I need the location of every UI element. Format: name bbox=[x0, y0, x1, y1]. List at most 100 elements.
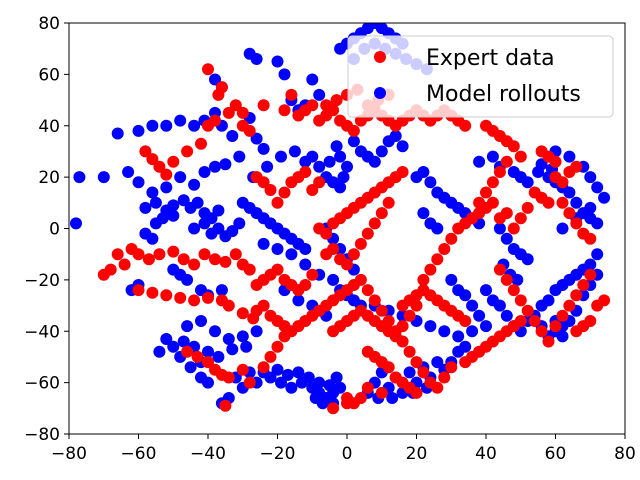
data-point bbox=[104, 263, 117, 276]
data-point bbox=[167, 199, 180, 212]
data-point bbox=[236, 363, 249, 376]
data-point bbox=[146, 186, 159, 199]
data-point bbox=[327, 402, 340, 415]
data-point bbox=[191, 196, 204, 209]
data-point bbox=[73, 171, 86, 184]
data-point bbox=[535, 325, 548, 338]
data-point bbox=[424, 263, 437, 276]
data-point bbox=[389, 330, 402, 343]
data-point bbox=[243, 376, 256, 389]
data-point bbox=[382, 196, 395, 209]
y-tick-label: 80 bbox=[38, 14, 60, 34]
data-point bbox=[195, 137, 207, 150]
data-point bbox=[149, 217, 162, 230]
data-point bbox=[330, 94, 343, 107]
data-point bbox=[191, 350, 204, 363]
data-point bbox=[375, 145, 388, 158]
data-point bbox=[521, 176, 534, 189]
data-point bbox=[591, 181, 604, 194]
data-point bbox=[480, 186, 492, 199]
data-point bbox=[271, 363, 284, 376]
data-point bbox=[174, 114, 187, 127]
data-point bbox=[167, 245, 180, 258]
data-point bbox=[514, 150, 527, 163]
data-point bbox=[431, 253, 444, 266]
data-point bbox=[236, 307, 249, 320]
data-point bbox=[584, 258, 597, 271]
data-point bbox=[521, 304, 534, 317]
data-point bbox=[570, 325, 583, 338]
data-point bbox=[334, 381, 347, 394]
data-point bbox=[177, 194, 190, 207]
data-point bbox=[153, 160, 166, 173]
x-tick-label: 60 bbox=[545, 444, 567, 464]
data-point bbox=[153, 345, 166, 358]
data-point bbox=[514, 315, 527, 327]
data-point bbox=[226, 225, 239, 238]
x-tick-label: −40 bbox=[190, 444, 226, 464]
data-point bbox=[271, 340, 284, 353]
x-tick-label: 40 bbox=[475, 444, 497, 464]
data-point bbox=[233, 150, 246, 163]
data-point bbox=[438, 371, 451, 384]
data-point bbox=[226, 130, 239, 142]
data-point bbox=[264, 350, 277, 363]
data-point bbox=[473, 155, 486, 168]
data-point bbox=[306, 150, 319, 163]
data-point bbox=[236, 258, 249, 271]
data-point bbox=[160, 289, 173, 302]
data-point bbox=[222, 371, 235, 384]
data-point bbox=[341, 397, 353, 410]
data-point bbox=[146, 119, 159, 132]
data-point bbox=[514, 294, 527, 307]
data-point bbox=[535, 145, 548, 158]
data-point bbox=[452, 330, 465, 343]
data-point bbox=[174, 171, 187, 184]
data-point bbox=[521, 201, 534, 214]
data-point bbox=[202, 291, 214, 304]
data-point bbox=[334, 150, 347, 163]
data-point bbox=[389, 130, 402, 142]
data-point bbox=[382, 361, 395, 374]
data-point bbox=[431, 222, 444, 235]
data-point bbox=[493, 166, 506, 178]
data-point bbox=[341, 160, 353, 173]
data-point bbox=[542, 335, 555, 348]
data-point bbox=[396, 166, 409, 178]
data-point bbox=[542, 196, 555, 209]
data-point bbox=[160, 333, 173, 345]
x-axis: −80 −60 −40 −20 0 20 40 60 80 bbox=[51, 434, 636, 464]
data-point bbox=[577, 279, 590, 291]
data-point bbox=[299, 279, 312, 291]
data-point bbox=[570, 289, 583, 302]
x-tick-label: 0 bbox=[342, 444, 353, 464]
data-point bbox=[202, 356, 214, 369]
data-point bbox=[195, 315, 207, 327]
data-point bbox=[403, 309, 416, 322]
data-point bbox=[271, 196, 284, 209]
data-point bbox=[563, 186, 576, 199]
data-point bbox=[299, 258, 312, 271]
data-point bbox=[219, 158, 232, 171]
data-point bbox=[271, 243, 284, 255]
data-point bbox=[354, 237, 367, 250]
data-point bbox=[281, 368, 294, 381]
data-point bbox=[209, 114, 221, 127]
data-point bbox=[563, 150, 576, 163]
data-point bbox=[507, 140, 520, 153]
data-point bbox=[250, 132, 263, 145]
data-point bbox=[198, 166, 211, 178]
data-point bbox=[361, 284, 374, 297]
data-point bbox=[486, 150, 499, 163]
data-point bbox=[396, 140, 409, 153]
data-point bbox=[271, 263, 284, 276]
data-point bbox=[142, 253, 155, 266]
data-point bbox=[313, 88, 326, 101]
data-point bbox=[313, 376, 326, 389]
data-point bbox=[181, 345, 194, 358]
data-point bbox=[188, 294, 201, 307]
data-point bbox=[386, 392, 399, 404]
data-point bbox=[257, 142, 270, 155]
data-point bbox=[500, 309, 513, 322]
data-point bbox=[316, 397, 329, 410]
